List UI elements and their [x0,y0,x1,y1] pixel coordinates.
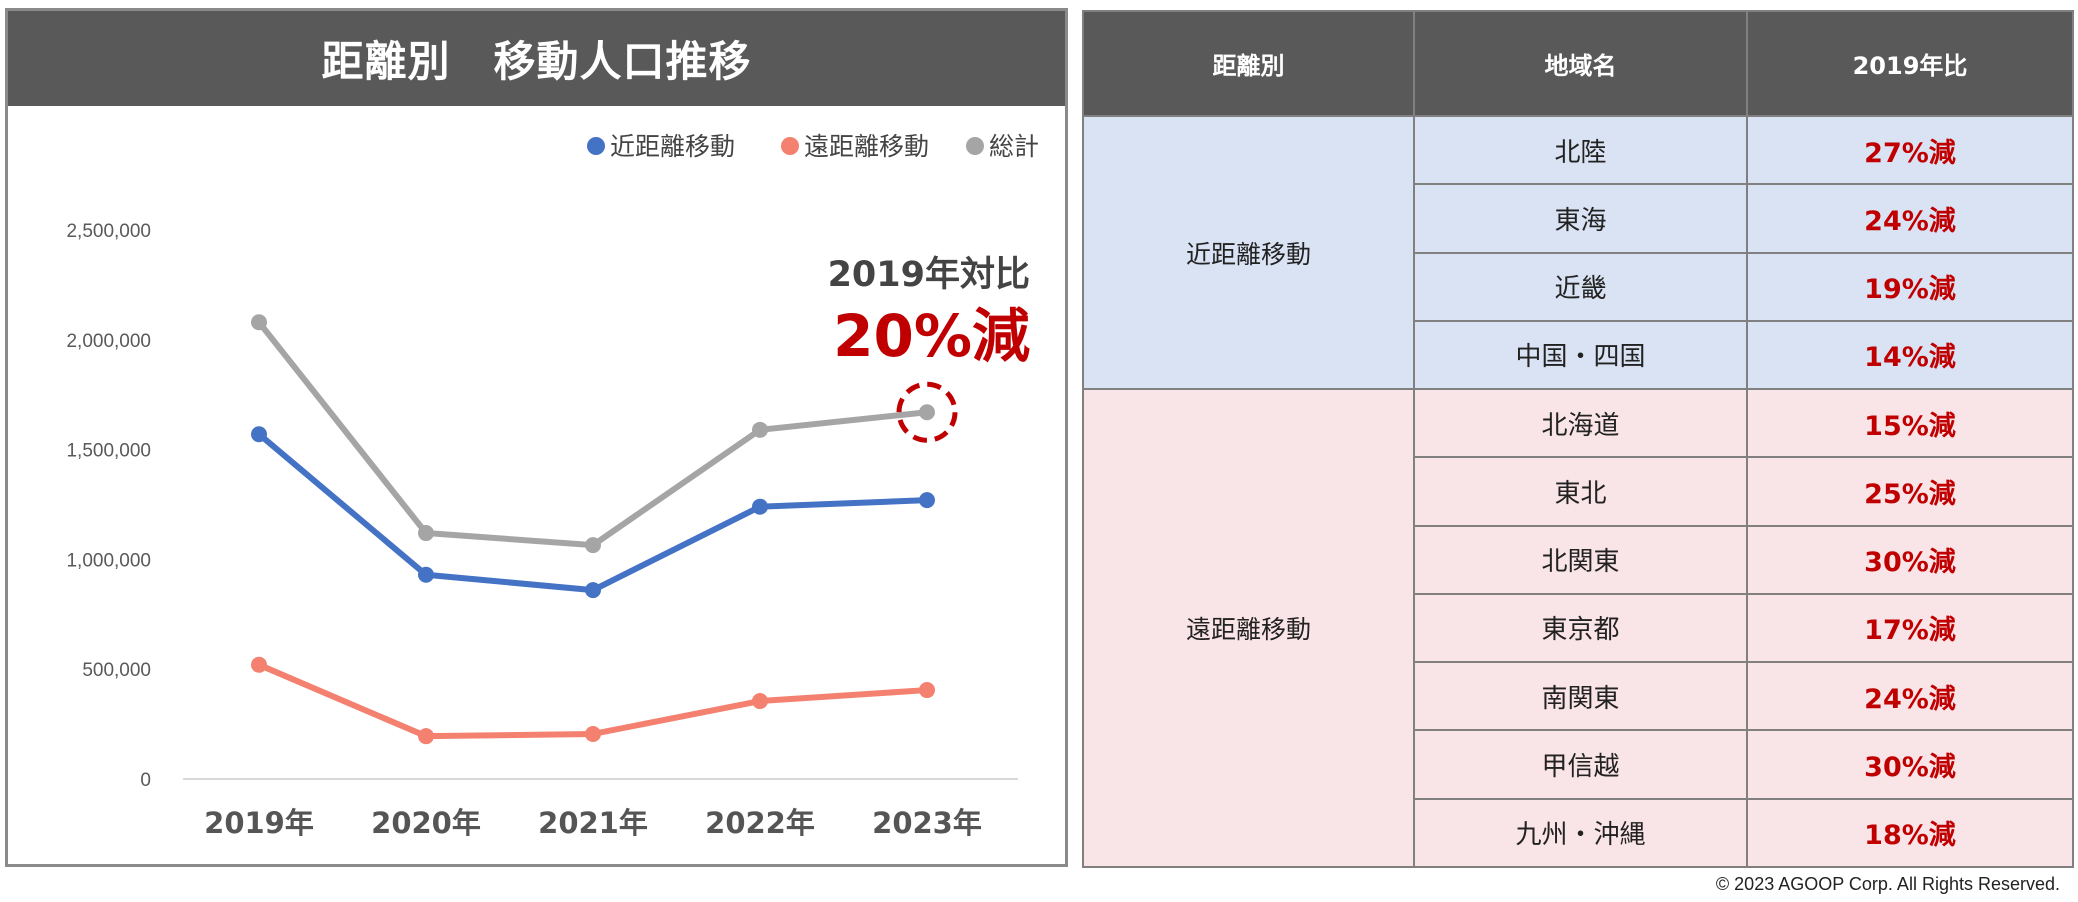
data-point [418,566,434,583]
header-region: 地域名 [1413,10,1748,117]
ratio-cell: 27%減 [1746,114,2074,186]
ratio-cell: 15%減 [1746,388,2074,459]
ratio-cell: 24%減 [1746,661,2074,732]
category-cell: 遠距離移動 [1082,388,1415,868]
y-tick-label: 0 [140,770,151,791]
data-point [752,693,768,710]
x-tick-label: 2022年 [705,806,815,840]
x-tick-label: 2020年 [371,806,481,840]
data-point [919,404,935,421]
table-row: 近畿 19%減 [1083,251,2074,322]
table-row: 東北 25%減 [1083,456,2074,527]
region-cell: 甲信越 [1413,729,1748,800]
data-point [585,725,601,742]
table-row: 南関東 24%減 [1083,661,2074,732]
header-ratio: 2019年比 [1746,10,2074,117]
copyright-notice: © 2023 AGOOP Corp. All Rights Reserved. [1715,874,2060,894]
y-tick-label: 1,000,000 [66,550,151,571]
series-line [257,431,928,594]
region-cell: 東京都 [1413,592,1748,664]
x-tick-label: 2021年 [538,806,648,840]
legend-marker [587,137,605,155]
ratio-cell: 17%減 [1746,592,2074,664]
table-body: 近距離移動 北陸 27%減 東海 24%減 近畿 19%減 中国・四国 14%減 遠距離移動 北海道… [1082,114,2074,869]
region-cell: 中国・四国 [1413,319,1748,391]
ratio-cell: 18%減 [1746,797,2074,869]
legend-label: 近距離移動 [610,132,735,161]
x-tick-label: 2019年 [204,806,314,840]
legend-marker [966,137,984,155]
data-point [418,728,434,745]
region-cell: 北関東 [1413,524,1748,595]
ratio-cell: 19%減 [1746,251,2074,322]
table-row: 近距離移動 北陸 27%減 [1082,114,2074,391]
table-row: 中国・四国 14%減 [1083,319,2074,391]
y-tick-label: 2,500,000 [66,221,151,242]
region-cell: 九州・沖縄 [1413,797,1748,869]
data-point [585,537,601,554]
category-cell: 近距離移動 [1082,114,1415,391]
data-point [919,492,935,509]
region-cell: 北陸 [1413,114,1748,186]
region-cell: 南関東 [1413,661,1748,732]
region-cell: 東海 [1413,183,1748,254]
table-row: 北関東 30%減 [1083,524,2074,595]
y-tick-label: 1,500,000 [66,441,151,462]
region-table: 距離別 地域名 2019年比 近距離移動 北陸 27%減 東海 24%減 近畿 19%減 中国… [1082,10,2074,869]
legend-label: 総計 [989,132,1039,161]
region-cell: 北海道 [1413,388,1748,459]
table-row: 遠距離移動 北海道 15%減 [1082,388,2074,868]
data-point [752,421,768,438]
ratio-cell: 30%減 [1746,729,2074,800]
data-point [752,498,768,515]
region-cell: 東北 [1413,456,1748,527]
header-category: 距離別 [1082,10,1415,117]
annotation-ring [896,381,958,443]
series-line [257,662,928,740]
legend-marker [781,137,799,155]
y-tick-label: 2,000,000 [66,331,151,352]
table-row: 九州・沖縄 18%減 [1083,797,2074,869]
data-point [418,525,434,542]
table-row: 東京都 17%減 [1083,592,2074,664]
data-point [251,314,267,331]
ratio-cell: 24%減 [1746,183,2074,254]
region-table-panel: 距離別 地域名 2019年比 近距離移動 北陸 27%減 東海 24%減 近畿 19%減 中国… [1082,10,2074,869]
legend-label: 遠距離移動 [804,132,929,161]
y-tick-label: 500,000 [82,660,151,681]
chart-panel: 距離別 移動人口推移 0 500,000 1,000,000 1,500,000 2,0… [5,8,1068,867]
data-point [251,426,267,443]
annotation-line1: 2019年対比 [828,255,1030,295]
table-row: 甲信越 30%減 [1083,729,2074,800]
ratio-cell: 25%減 [1746,456,2074,527]
data-point [585,582,601,599]
ratio-cell: 30%減 [1746,524,2074,595]
data-point [919,682,935,699]
line-chart: 0 500,000 1,000,000 1,500,000 2,000,000 2,500… [66,132,1039,840]
table-header-row: 距離別 地域名 2019年比 [1082,10,2074,117]
ratio-cell: 14%減 [1746,319,2074,391]
chart-title: 距離別 移動人口推移 [8,11,1065,106]
series-line [256,320,928,549]
data-point [251,656,267,673]
x-tick-label: 2023年 [872,806,982,840]
table-row: 東海 24%減 [1083,183,2074,254]
region-cell: 近畿 [1413,251,1748,322]
annotation-line2: 20%減 [833,302,1030,370]
